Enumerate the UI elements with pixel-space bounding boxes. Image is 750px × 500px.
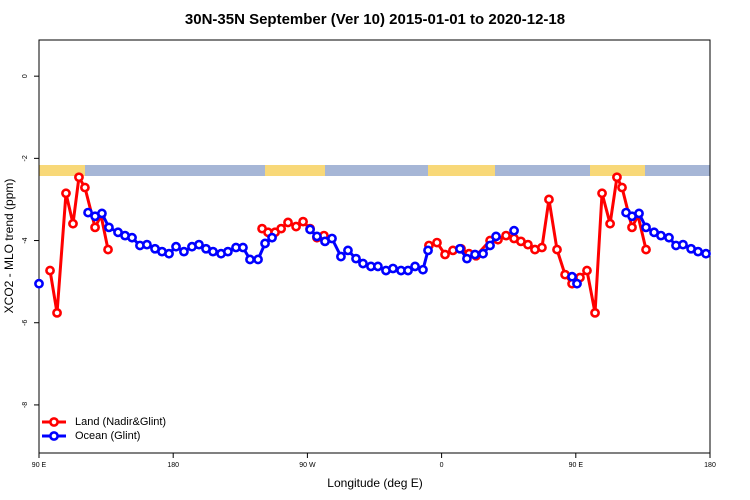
y-tick-label: -6: [22, 320, 29, 326]
ocean-band: [39, 165, 710, 176]
point: [80, 182, 90, 193]
point: [179, 246, 189, 257]
point: [501, 230, 511, 241]
point: [432, 237, 442, 248]
point: [388, 263, 398, 274]
point: [61, 188, 71, 199]
point: [523, 239, 533, 250]
point: [127, 232, 137, 243]
point: [440, 249, 450, 260]
point: [491, 231, 501, 242]
x-axis-title: Longitude (deg E): [327, 476, 422, 490]
y-tick-label: -2: [22, 155, 29, 161]
land-band: [39, 165, 85, 176]
point: [194, 239, 204, 250]
x-tick-label: 90 E: [32, 462, 47, 469]
surface-band: [39, 165, 710, 176]
legend-label: Ocean (Glint): [75, 430, 140, 442]
point: [238, 242, 248, 253]
point: [358, 258, 368, 269]
point: [283, 217, 293, 228]
point: [403, 265, 413, 276]
point: [245, 254, 255, 265]
point: [455, 243, 465, 254]
point: [470, 249, 480, 260]
point: [291, 221, 301, 232]
y-tick-label: -4: [22, 237, 29, 243]
plot-frame: [38, 39, 711, 454]
point: [612, 172, 622, 183]
point: [410, 261, 420, 272]
point: [678, 239, 688, 250]
point: [104, 222, 114, 233]
x-tick-label: 180: [704, 462, 716, 469]
point: [267, 232, 277, 243]
point: [34, 278, 44, 289]
legend-label: Land (Nadir&Glint): [75, 416, 166, 428]
point: [656, 230, 666, 241]
point: [605, 218, 615, 229]
point: [90, 222, 100, 233]
point: [572, 278, 582, 289]
point: [567, 271, 577, 282]
point: [478, 248, 488, 259]
point: [276, 223, 287, 234]
point: [597, 188, 607, 199]
point: [373, 261, 383, 272]
point: [485, 240, 495, 251]
x-tick-label: 0: [440, 462, 444, 469]
point: [544, 194, 554, 205]
x-tick-label: 180: [167, 462, 179, 469]
point: [582, 265, 592, 276]
point: [83, 207, 93, 218]
point: [52, 307, 62, 318]
point: [208, 246, 218, 257]
point: [74, 172, 84, 183]
legend-marker: [49, 431, 59, 441]
point: [260, 238, 270, 249]
point: [327, 233, 337, 244]
point: [509, 225, 519, 236]
point: [641, 244, 651, 255]
legend-marker: [49, 417, 59, 427]
point: [305, 224, 315, 235]
point: [171, 241, 181, 252]
point: [701, 248, 711, 259]
land-band: [428, 165, 495, 176]
point: [634, 208, 644, 219]
y-tick-label: -8: [22, 402, 29, 408]
x-tick-label: 90 E: [569, 462, 584, 469]
point: [537, 242, 547, 253]
point: [312, 231, 322, 242]
point: [343, 245, 353, 256]
point: [617, 182, 627, 193]
point: [253, 254, 263, 265]
point: [590, 307, 600, 318]
point: [418, 264, 428, 275]
land-band: [265, 165, 325, 176]
point: [423, 245, 433, 256]
point: [223, 246, 233, 257]
point: [664, 232, 674, 243]
chart-title: 30N-35N September (Ver 10) 2015-01-01 to…: [185, 11, 565, 28]
point: [552, 244, 562, 255]
point: [45, 265, 55, 276]
point: [627, 222, 637, 233]
point: [142, 239, 152, 250]
y-axis-title: XCO2 - MLO trend (ppm): [2, 179, 16, 314]
land-band: [590, 165, 645, 176]
point: [298, 216, 308, 227]
point: [164, 248, 174, 259]
point: [462, 253, 472, 264]
point: [97, 208, 107, 219]
point: [641, 222, 651, 233]
point: [68, 218, 78, 229]
point: [351, 253, 361, 264]
x-tick-label: 90 W: [299, 462, 316, 469]
y-tick-label: 0: [22, 74, 29, 78]
point: [693, 246, 703, 257]
point: [103, 244, 113, 255]
point: [336, 251, 346, 262]
